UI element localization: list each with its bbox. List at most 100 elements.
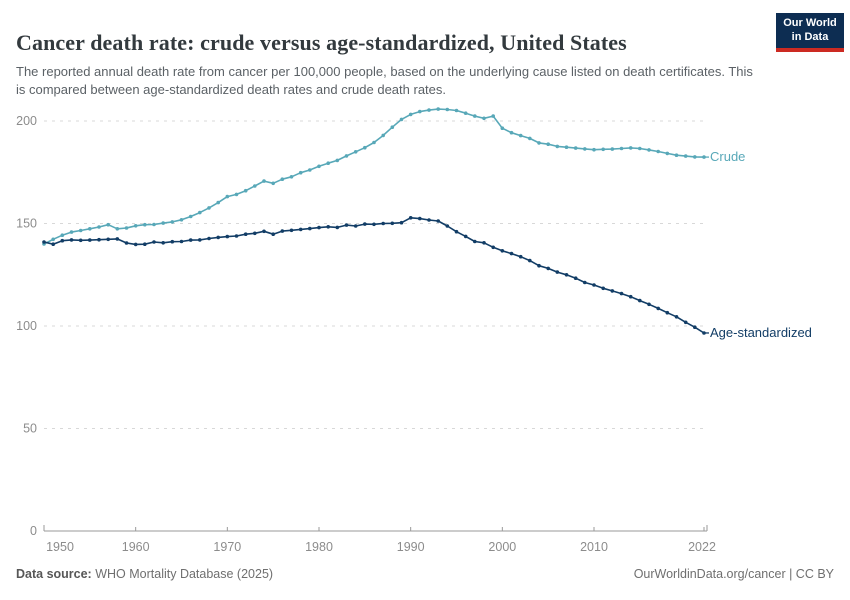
data-point[interactable]: [243, 232, 248, 236]
data-point[interactable]: [372, 140, 376, 145]
data-point[interactable]: [564, 273, 569, 277]
data-point[interactable]: [97, 225, 101, 229]
data-point[interactable]: [51, 237, 55, 242]
data-point[interactable]: [143, 222, 147, 227]
data-point[interactable]: [445, 107, 450, 112]
data-point[interactable]: [628, 146, 633, 150]
data-point[interactable]: [564, 145, 569, 149]
data-point[interactable]: [188, 214, 193, 219]
data-point[interactable]: [427, 108, 431, 112]
data-point[interactable]: [491, 245, 496, 250]
data-point[interactable]: [97, 237, 101, 242]
data-point[interactable]: [482, 116, 486, 121]
data-point[interactable]: [482, 241, 486, 245]
data-point[interactable]: [509, 130, 514, 135]
data-point[interactable]: [381, 221, 386, 226]
data-point[interactable]: [161, 241, 165, 245]
data-point[interactable]: [78, 238, 83, 243]
data-point[interactable]: [344, 223, 349, 227]
data-point[interactable]: [610, 289, 615, 293]
data-point[interactable]: [372, 222, 376, 227]
data-point[interactable]: [528, 136, 532, 141]
data-point[interactable]: [133, 224, 138, 228]
data-point[interactable]: [170, 239, 175, 244]
data-point[interactable]: [500, 249, 505, 253]
data-point[interactable]: [280, 177, 285, 181]
data-point[interactable]: [418, 109, 422, 114]
data-point[interactable]: [326, 161, 331, 165]
data-point[interactable]: [335, 158, 340, 163]
data-point[interactable]: [436, 107, 441, 111]
data-point[interactable]: [537, 263, 541, 268]
data-point[interactable]: [463, 234, 468, 239]
data-point[interactable]: [399, 220, 404, 225]
data-point[interactable]: [473, 239, 477, 244]
data-point[interactable]: [674, 153, 679, 157]
data-point[interactable]: [683, 154, 688, 158]
data-point[interactable]: [619, 291, 624, 296]
data-point[interactable]: [188, 238, 193, 242]
data-point[interactable]: [665, 151, 670, 156]
data-point[interactable]: [601, 147, 605, 152]
data-point[interactable]: [528, 258, 532, 263]
data-point[interactable]: [427, 218, 431, 222]
data-point[interactable]: [69, 230, 74, 234]
data-point[interactable]: [198, 238, 202, 242]
data-point[interactable]: [491, 114, 496, 118]
data-point[interactable]: [298, 170, 303, 175]
data-point[interactable]: [60, 233, 65, 237]
data-point[interactable]: [161, 221, 165, 225]
data-point[interactable]: [106, 237, 110, 242]
data-point[interactable]: [363, 145, 367, 150]
data-point[interactable]: [408, 112, 413, 117]
data-point[interactable]: [271, 232, 276, 236]
data-point[interactable]: [381, 133, 386, 138]
data-point[interactable]: [69, 238, 74, 242]
data-point[interactable]: [546, 142, 550, 146]
data-point[interactable]: [216, 200, 220, 205]
data-point[interactable]: [51, 242, 55, 246]
data-point[interactable]: [207, 206, 211, 210]
series-label-crude[interactable]: Crude: [710, 149, 746, 165]
data-point[interactable]: [601, 286, 605, 291]
data-point[interactable]: [280, 229, 285, 233]
data-point[interactable]: [363, 222, 367, 226]
data-point[interactable]: [619, 146, 624, 151]
data-point[interactable]: [509, 251, 514, 256]
data-point[interactable]: [308, 226, 312, 231]
data-point[interactable]: [207, 236, 211, 241]
data-point[interactable]: [253, 184, 257, 188]
data-point[interactable]: [115, 237, 120, 241]
data-point[interactable]: [179, 218, 184, 222]
data-point[interactable]: [353, 224, 358, 228]
data-point[interactable]: [656, 149, 660, 154]
data-point[interactable]: [106, 222, 110, 227]
data-point[interactable]: [555, 270, 560, 274]
data-point[interactable]: [234, 234, 239, 238]
data-point[interactable]: [500, 126, 505, 130]
attribution-link[interactable]: OurWorldinData.org/cancer | CC BY: [633, 567, 834, 581]
data-point[interactable]: [88, 238, 92, 242]
data-point[interactable]: [353, 150, 358, 154]
data-point[interactable]: [225, 194, 230, 199]
data-point[interactable]: [674, 315, 679, 319]
data-point[interactable]: [702, 155, 706, 159]
data-point[interactable]: [418, 216, 422, 221]
data-point[interactable]: [335, 225, 340, 230]
data-point[interactable]: [115, 227, 120, 231]
data-point[interactable]: [473, 114, 477, 118]
data-point[interactable]: [262, 229, 266, 234]
data-point[interactable]: [583, 280, 587, 285]
data-point[interactable]: [225, 234, 230, 239]
data-point[interactable]: [638, 298, 642, 303]
data-point[interactable]: [408, 216, 413, 220]
data-point[interactable]: [454, 108, 459, 113]
data-point[interactable]: [271, 181, 276, 186]
data-point[interactable]: [665, 310, 670, 315]
data-point[interactable]: [610, 147, 615, 151]
data-point[interactable]: [693, 155, 697, 159]
data-point[interactable]: [693, 325, 697, 330]
data-point[interactable]: [647, 148, 651, 152]
data-point[interactable]: [289, 175, 294, 179]
data-point[interactable]: [702, 331, 706, 335]
